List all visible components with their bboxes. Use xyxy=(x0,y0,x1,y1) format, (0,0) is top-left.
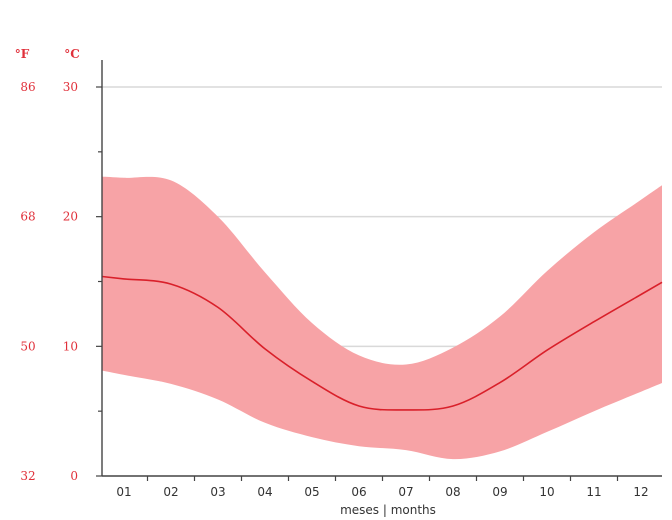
y-tick-label-celsius: 10 xyxy=(63,339,78,353)
y-tick-label-fahrenheit: 68 xyxy=(20,210,35,224)
x-tick-label-month: 02 xyxy=(163,485,178,499)
y-tick-label-fahrenheit: 86 xyxy=(20,80,35,94)
x-tick-label-month: 10 xyxy=(539,485,554,499)
x-tick-label-month: 07 xyxy=(398,485,413,499)
x-tick-label-month: 11 xyxy=(586,485,601,499)
temperature-range-band xyxy=(102,176,662,460)
label-layer: °F °C meses | months 0 32 10 50 20 68 30 86 01 02… xyxy=(15,47,649,517)
x-tick-label-month: 08 xyxy=(445,485,460,499)
axis-layer xyxy=(96,60,662,481)
y-tick-label-fahrenheit: 32 xyxy=(20,469,35,483)
y-tick-label-celsius: 20 xyxy=(63,210,78,224)
x-axis-title: meses | months xyxy=(340,503,436,517)
x-tick-label-month: 12 xyxy=(633,485,648,499)
celsius-unit-label: °C xyxy=(64,47,80,61)
x-tick-label-month: 05 xyxy=(304,485,319,499)
x-tick-label-month: 09 xyxy=(492,485,507,499)
x-tick-label-month: 03 xyxy=(210,485,225,499)
fahrenheit-unit-label: °F xyxy=(15,47,30,61)
mean-temperature-line xyxy=(101,275,663,411)
x-tick-label-month: 04 xyxy=(257,485,272,499)
y-tick-label-celsius: 0 xyxy=(70,469,78,483)
mean-line-layer xyxy=(101,275,663,411)
x-tick-label-month: 06 xyxy=(351,485,366,499)
y-tick-label-fahrenheit: 50 xyxy=(20,339,35,353)
x-tick-label-month: 01 xyxy=(116,485,131,499)
y-tick-label-celsius: 30 xyxy=(63,80,78,94)
range-band-layer xyxy=(102,176,662,460)
